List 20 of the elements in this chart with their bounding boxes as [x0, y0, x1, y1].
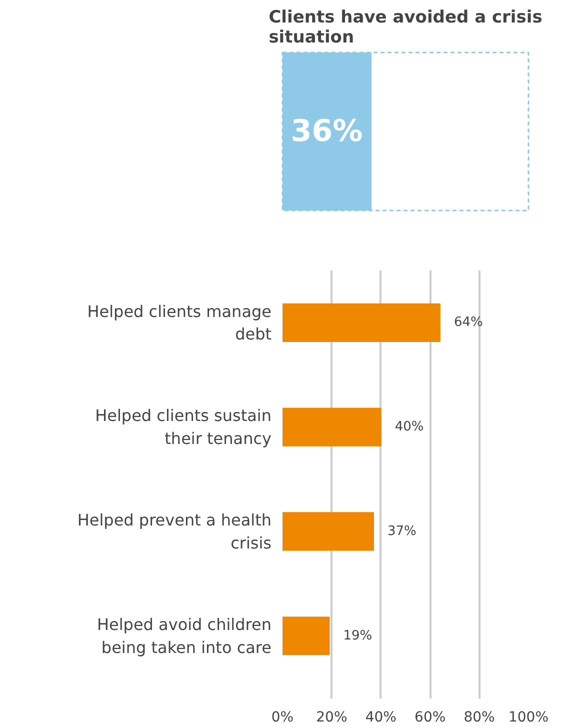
- x-tick-label: 80%: [464, 710, 495, 726]
- y-tick-label: Helped clients sustain their tenancy: [95, 406, 272, 448]
- y-tick-label: Helped avoid children being taken into care: [96, 614, 272, 657]
- x-tick-label: 40%: [365, 710, 396, 726]
- x-tick-label: 0%: [271, 710, 294, 726]
- bar: [282, 616, 330, 656]
- x-tick-label: 60%: [414, 710, 446, 726]
- bar: [282, 303, 440, 342]
- bar: [282, 408, 382, 446]
- data-label: 40%: [394, 420, 424, 435]
- y-tick-label: Helped clients manage debt: [87, 302, 272, 344]
- x-tick-label: 20%: [316, 710, 348, 726]
- y-tick-label: Helped prevent a health crisis: [77, 510, 272, 552]
- data-label: 37%: [388, 524, 416, 539]
- data-label: 36%: [290, 114, 363, 149]
- chart-title: Clients have avoided a crisis situation: [268, 8, 542, 48]
- bar: [282, 512, 374, 551]
- x-tick-label: 100%: [508, 710, 549, 726]
- data-label: 64%: [454, 315, 483, 330]
- data-label: 19%: [343, 628, 372, 644]
